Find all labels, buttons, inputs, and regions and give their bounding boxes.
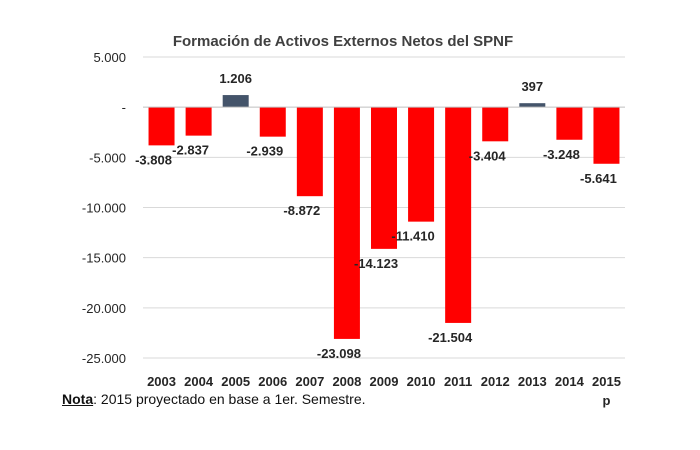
x-tick-label: 2006 [258,374,287,389]
bar-2013 [519,103,546,108]
x-axis-tick-labels: 2003 2004 2005 2006 2007 2008 2009 2010 2011 2012… [147,374,621,408]
data-label: -21.504 [428,330,473,345]
data-label: -2.837 [172,143,209,158]
bar-2011 [445,107,472,323]
bar-2006 [259,107,286,137]
data-label: -2.939 [246,144,283,159]
bar-2004 [185,107,212,136]
data-label: -8.872 [283,203,320,218]
footnote: Nota: 2015 proyectado en base a 1er. Sem… [62,391,366,407]
y-tick-label: - [122,100,126,115]
data-label: -14.123 [354,256,398,271]
y-tick-label: -20.000 [82,301,126,316]
bar-2009 [371,107,397,249]
bar-2012 [482,107,509,142]
data-label: -5.641 [580,171,617,186]
y-tick-label: -5.000 [89,150,126,165]
data-label: 1.206 [219,71,252,86]
x-tick-label: 2008 [332,374,361,389]
x-tick-label: 2015 [592,374,621,389]
chart-title: Formación de Activos Externos Netos del … [173,33,513,50]
data-labels: -3.808-2.837 1.206 -2.939 -8.872 -23.098 -14.… [135,71,617,361]
data-label: 397 [521,79,543,94]
data-label: -3.808 [135,152,172,167]
bar-2007 [296,107,323,197]
x-tick-label: 2013 [518,374,547,389]
y-tick-label: -15.000 [82,251,126,266]
data-label: -23.098 [317,346,361,361]
bar-2005 [222,95,249,108]
y-tick-label: -25.000 [82,351,126,366]
x-tick-label: 2007 [295,374,324,389]
y-axis-tick-labels: 5.000 - -5.000 -10.000 -15.000 -20.000 -25.000 [82,50,126,366]
x-tick-label: 2012 [481,374,510,389]
bar-2003 [148,107,175,146]
footnote-label: Nota [62,391,94,407]
data-label: -3.404 [469,148,507,163]
x-tick-label: 2011 [444,374,472,389]
x-tick-label: 2009 [370,374,399,389]
data-label: -11.410 [391,229,434,244]
y-tick-label: 5.000 [93,50,126,65]
x-tick-label: 2003 [147,374,176,389]
x-tick-label: 2004 [184,374,214,389]
x-tick-label: 2005 [221,374,250,389]
x-tick-label: 2014 [555,374,585,389]
bar-2014 [556,107,583,140]
bar-2010 [408,107,435,222]
y-tick-label: -10.000 [82,201,126,216]
footnote-text: : 2015 proyectado en base a 1er. Semestr… [93,391,366,407]
x-tick-sublabel: p [602,393,610,408]
bars [148,95,620,339]
x-tick-label: 2010 [407,374,436,389]
data-label: -3.248 [543,147,580,162]
bar-2008 [333,107,360,339]
bar-2015 [593,107,620,164]
